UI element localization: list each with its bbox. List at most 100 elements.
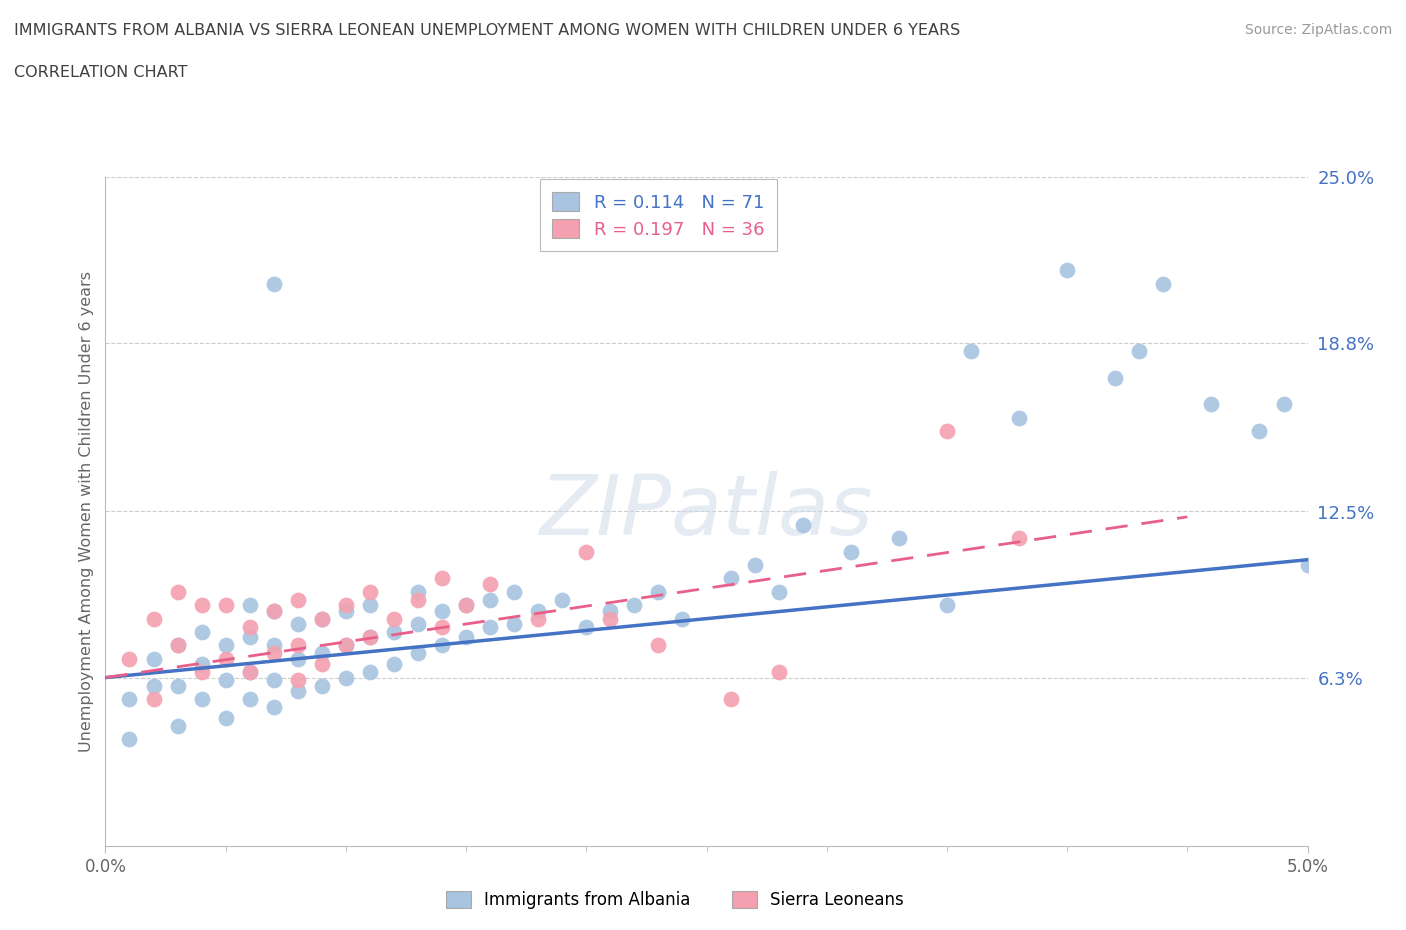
Point <box>287 672 309 687</box>
Point <box>406 617 429 631</box>
Point <box>263 672 285 687</box>
Point <box>190 665 212 680</box>
Point <box>311 678 333 693</box>
Point <box>335 638 357 653</box>
Point <box>142 611 165 626</box>
Point <box>527 604 550 618</box>
Point <box>190 692 212 707</box>
Point <box>1272 397 1295 412</box>
Point <box>239 619 262 634</box>
Point <box>430 571 453 586</box>
Point <box>382 611 405 626</box>
Point <box>503 584 526 599</box>
Text: ZIPatlas: ZIPatlas <box>540 471 873 552</box>
Point <box>287 684 309 698</box>
Point <box>1128 343 1150 358</box>
Point <box>768 584 790 599</box>
Point <box>1008 531 1031 546</box>
Point <box>1008 410 1031 425</box>
Point <box>575 544 598 559</box>
Point <box>239 630 262 644</box>
Point <box>454 598 477 613</box>
Point <box>335 638 357 653</box>
Point <box>335 671 357 685</box>
Point <box>599 604 621 618</box>
Point <box>454 598 477 613</box>
Point <box>214 651 236 666</box>
Point <box>406 646 429 661</box>
Point <box>311 646 333 661</box>
Point <box>311 657 333 671</box>
Point <box>214 638 236 653</box>
Point <box>479 577 502 591</box>
Text: Source: ZipAtlas.com: Source: ZipAtlas.com <box>1244 23 1392 37</box>
Point <box>142 678 165 693</box>
Point <box>406 592 429 607</box>
Point <box>311 611 333 626</box>
Point <box>190 598 212 613</box>
Point <box>479 619 502 634</box>
Point <box>623 598 645 613</box>
Point <box>166 678 188 693</box>
Point <box>454 630 477 644</box>
Point <box>430 638 453 653</box>
Point <box>287 638 309 653</box>
Point <box>239 598 262 613</box>
Point <box>214 711 236 725</box>
Point <box>1152 276 1174 291</box>
Point <box>720 692 742 707</box>
Point <box>359 630 381 644</box>
Legend: Immigrants from Albania, Sierra Leoneans: Immigrants from Albania, Sierra Leoneans <box>437 883 912 917</box>
Point <box>239 665 262 680</box>
Point <box>142 692 165 707</box>
Point <box>1104 370 1126 385</box>
Point <box>359 630 381 644</box>
Point <box>263 276 285 291</box>
Point <box>551 592 574 607</box>
Point <box>263 604 285 618</box>
Point <box>960 343 983 358</box>
Point <box>575 619 598 634</box>
Point <box>166 638 188 653</box>
Point <box>647 584 669 599</box>
Point <box>118 692 141 707</box>
Point <box>792 517 814 532</box>
Point <box>527 611 550 626</box>
Point <box>287 617 309 631</box>
Point <box>190 625 212 640</box>
Point <box>335 604 357 618</box>
Point <box>1296 558 1319 573</box>
Point <box>887 531 910 546</box>
Point <box>430 619 453 634</box>
Point <box>239 665 262 680</box>
Point <box>1249 424 1271 439</box>
Point <box>359 584 381 599</box>
Y-axis label: Unemployment Among Women with Children Under 6 years: Unemployment Among Women with Children U… <box>79 271 94 752</box>
Point <box>503 617 526 631</box>
Point <box>359 598 381 613</box>
Legend: R = 0.114   N = 71, R = 0.197   N = 36: R = 0.114 N = 71, R = 0.197 N = 36 <box>540 179 778 251</box>
Point <box>287 651 309 666</box>
Point <box>744 558 766 573</box>
Point <box>263 638 285 653</box>
Point <box>166 584 188 599</box>
Point <box>720 571 742 586</box>
Point <box>839 544 862 559</box>
Point <box>671 611 693 626</box>
Point <box>190 657 212 671</box>
Text: IMMIGRANTS FROM ALBANIA VS SIERRA LEONEAN UNEMPLOYMENT AMONG WOMEN WITH CHILDREN: IMMIGRANTS FROM ALBANIA VS SIERRA LEONEA… <box>14 23 960 38</box>
Point <box>382 657 405 671</box>
Point <box>287 592 309 607</box>
Point <box>406 584 429 599</box>
Point <box>311 611 333 626</box>
Point <box>936 424 959 439</box>
Point <box>479 592 502 607</box>
Point <box>214 672 236 687</box>
Point <box>142 651 165 666</box>
Point <box>1201 397 1223 412</box>
Point <box>263 646 285 661</box>
Point <box>382 625 405 640</box>
Point <box>768 665 790 680</box>
Point <box>166 718 188 733</box>
Point <box>263 604 285 618</box>
